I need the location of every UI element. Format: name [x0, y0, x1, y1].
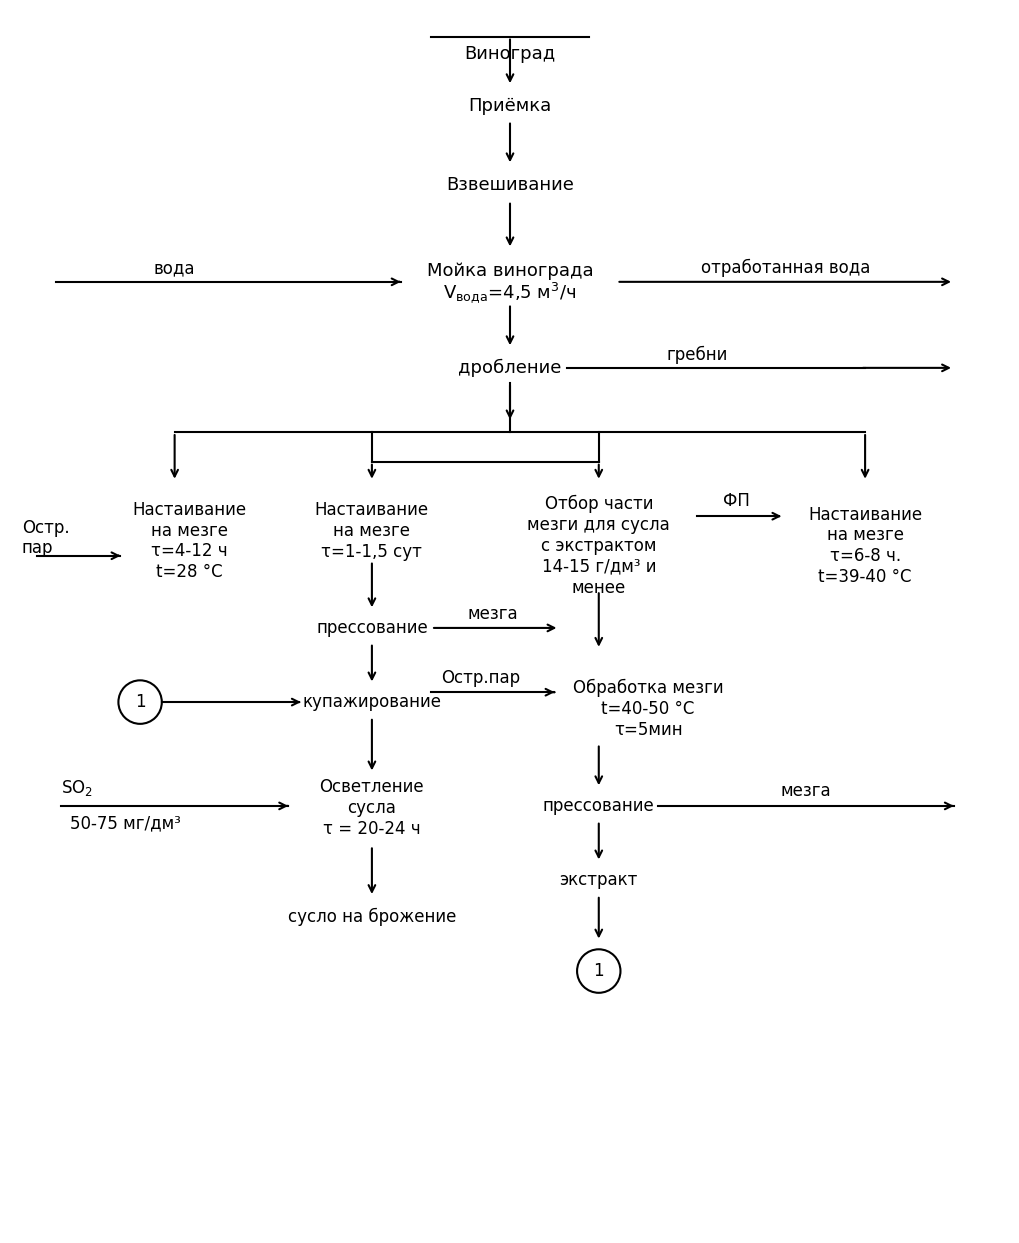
Text: отработанная вода: отработанная вода — [701, 259, 870, 277]
Text: Виноград: Виноград — [464, 46, 555, 63]
Text: прессование: прессование — [316, 619, 427, 636]
Text: 1: 1 — [135, 694, 146, 711]
Text: вода: вода — [154, 259, 196, 277]
Text: мезга: мезга — [468, 605, 518, 623]
Text: Отбор части
мезги для сусла
с экстрактом
14-15 г/дм³ и
менее: Отбор части мезги для сусла с экстрактом… — [527, 495, 669, 597]
Text: Приёмка: Приёмка — [468, 97, 551, 114]
Text: экстракт: экстракт — [559, 871, 637, 889]
Text: прессование: прессование — [542, 797, 654, 815]
Text: 1: 1 — [593, 962, 603, 979]
Text: Остр.пар: Остр.пар — [440, 670, 520, 687]
Text: Осветление
сусла
τ = 20-24 ч: Осветление сусла τ = 20-24 ч — [319, 778, 424, 838]
Text: Настаивание
на мезге
τ=6-8 ч.
t=39-40 °C: Настаивание на мезге τ=6-8 ч. t=39-40 °C — [807, 506, 921, 585]
Text: ФП: ФП — [722, 492, 750, 511]
Text: Настаивание
на мезге
τ=4-12 ч
t=28 °C: Настаивание на мезге τ=4-12 ч t=28 °C — [132, 501, 247, 582]
Text: 50-75 мг/дм³: 50-75 мг/дм³ — [70, 814, 180, 833]
Text: дробление: дробление — [458, 359, 561, 377]
Text: мезга: мезга — [780, 782, 830, 800]
Text: сусло на брожение: сусло на брожение — [287, 907, 455, 926]
Text: Остр.
пар: Остр. пар — [21, 518, 69, 557]
Text: купажирование: купажирование — [302, 694, 441, 711]
Text: Настаивание
на мезге
τ=1-1,5 сут: Настаивание на мезге τ=1-1,5 сут — [315, 501, 429, 561]
Text: Обработка мезги
t=40-50 °C
τ=5мин: Обработка мезги t=40-50 °C τ=5мин — [573, 679, 722, 738]
Text: Взвешивание: Взвешивание — [445, 177, 574, 194]
Text: Мойка винограда: Мойка винограда — [426, 262, 593, 280]
Text: SO$_2$: SO$_2$ — [61, 778, 93, 798]
Text: гребни: гребни — [666, 346, 728, 364]
Text: V$_{\rm вода}$=4,5 м$^3$/ч: V$_{\rm вода}$=4,5 м$^3$/ч — [443, 281, 576, 305]
